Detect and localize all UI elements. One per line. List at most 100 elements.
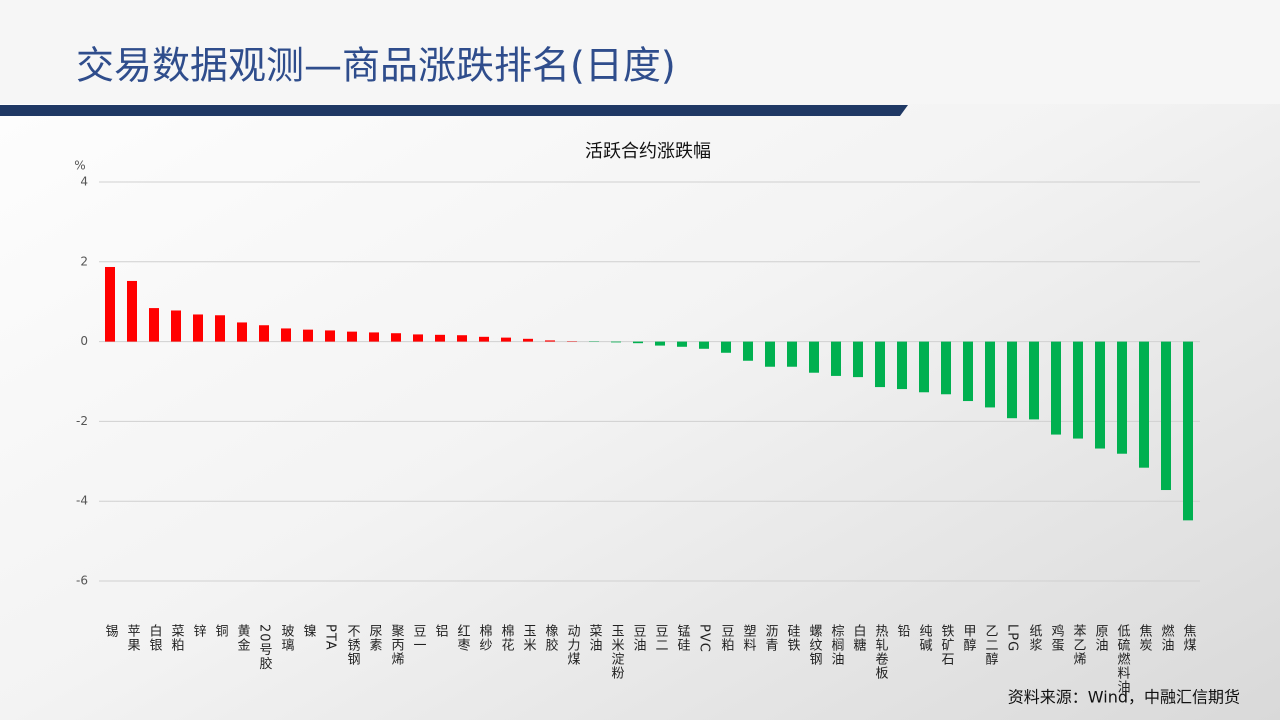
x-tick-label: 铝	[433, 624, 449, 638]
x-tick-label: 纯碱	[917, 624, 933, 652]
x-tick-label: 原油	[1093, 624, 1109, 652]
bar	[435, 334, 445, 342]
bar	[479, 336, 489, 342]
bar	[1051, 341, 1061, 435]
x-tick-label: 鸡蛋	[1049, 623, 1065, 652]
bar	[391, 333, 401, 342]
bar	[259, 325, 269, 342]
bar	[809, 341, 819, 373]
x-tick-label: 焦炭	[1137, 624, 1153, 652]
x-tick-label: 菜粕	[169, 624, 185, 652]
x-tick-label: 豆油	[631, 624, 647, 652]
x-tick-label: PTA	[323, 624, 338, 651]
x-tick-label: 黄金	[235, 624, 251, 652]
source-note: 资料来源：Wind，中融汇信期货	[1008, 688, 1240, 707]
bar	[1139, 341, 1149, 468]
bar	[545, 340, 555, 342]
x-tick-label: 镍	[301, 624, 317, 638]
header-band	[0, 0, 1280, 104]
bar	[171, 310, 181, 342]
bar	[193, 314, 203, 342]
y-tick-label: -6	[76, 574, 88, 588]
x-tick-label: LPG	[1005, 624, 1020, 652]
bar	[853, 341, 863, 378]
x-tick-label: 锡	[103, 624, 119, 638]
header-rule	[0, 105, 908, 116]
bar	[699, 341, 709, 349]
bar	[985, 341, 995, 408]
bar	[963, 341, 973, 402]
x-tick-label: PVC	[697, 624, 712, 653]
bar	[1007, 341, 1017, 419]
x-tick-label: 豆粕	[719, 624, 735, 652]
bar	[127, 280, 137, 342]
x-tick-label: 白银	[147, 623, 163, 652]
bar	[787, 341, 797, 367]
y-unit: %	[74, 159, 85, 173]
slide-title: 交易数据观测—商品涨跌排名(日度)	[76, 44, 676, 88]
bar	[457, 335, 467, 342]
x-tick-label: 铜	[213, 624, 229, 638]
x-tick-label: 聚丙烯	[389, 624, 405, 666]
x-tick-label: 棉花	[499, 624, 515, 652]
bar	[325, 330, 335, 342]
bar	[215, 315, 225, 342]
x-tick-label: 橡胶	[543, 624, 559, 652]
x-tick-label: 螺纹钢	[807, 624, 823, 666]
y-tick-label: 0	[80, 334, 88, 348]
x-tick-label: 沥青	[763, 624, 779, 652]
bar	[633, 341, 643, 344]
x-tick-label: 豆二	[653, 624, 669, 652]
plot: 4 2 0 -2 -4 -6 锡 苹果 白银 菜粕锌铜黄金 20号胶 玻璃镍 PTA 不锈钢 尿素 聚丙烯 豆一…	[76, 175, 1200, 694]
bar	[523, 338, 533, 342]
x-tick-label: 铅	[895, 624, 911, 638]
x-tick-label: 白糖	[851, 623, 867, 652]
bar	[765, 341, 775, 367]
bar	[1029, 341, 1039, 420]
y-tick-label: -2	[76, 414, 88, 428]
bar	[611, 341, 621, 343]
x-tick-label: 菜油	[587, 624, 603, 652]
bar	[1161, 341, 1171, 491]
x-tick-label: 甲醇	[961, 624, 977, 652]
x-tick-label: 铁矿石	[939, 624, 955, 666]
bar	[941, 341, 951, 395]
bar	[897, 341, 907, 390]
bar	[655, 341, 665, 346]
bar	[1117, 341, 1127, 454]
x-tick-label: 燃油	[1159, 623, 1175, 652]
x-tick-label: 塑料	[741, 624, 757, 652]
x-tick-label: 尿素	[367, 624, 383, 652]
x-tick-label: 不锈钢	[345, 624, 361, 666]
x-tick-label: 低硫燃料油	[1115, 624, 1131, 694]
x-tick-label: 锰硅	[675, 624, 691, 652]
bar	[1073, 341, 1083, 439]
x-tick-label: 红枣	[455, 623, 471, 652]
x-tick-label: 纸浆	[1027, 624, 1043, 652]
bar	[677, 341, 687, 347]
x-tick-label: 焦煤	[1181, 624, 1197, 652]
bar	[105, 266, 115, 342]
x-tick-label: 苯乙烯	[1071, 624, 1087, 666]
bar	[347, 331, 357, 342]
x-tick-label: 乙二醇	[983, 624, 999, 666]
x-tick-label: 棉纱	[477, 624, 493, 652]
y-tick-label: 2	[80, 254, 88, 268]
bar	[1095, 341, 1105, 449]
bar	[413, 334, 423, 342]
x-tick-label: 锌	[191, 624, 207, 638]
bar	[919, 341, 929, 393]
bar	[303, 329, 313, 342]
x-tick-label: 动力煤	[565, 624, 581, 666]
x-tick-label: 热轧卷板	[873, 624, 889, 680]
bar	[369, 332, 379, 342]
x-tick-label: 豆一	[411, 624, 427, 652]
y-tick-label: 4	[80, 175, 88, 189]
chart-title: 活跃合约涨跌幅	[585, 141, 711, 162]
bar	[237, 322, 247, 342]
bar	[281, 328, 291, 342]
bar	[875, 341, 885, 388]
x-tick-label: 玉米淀粉	[609, 624, 625, 680]
